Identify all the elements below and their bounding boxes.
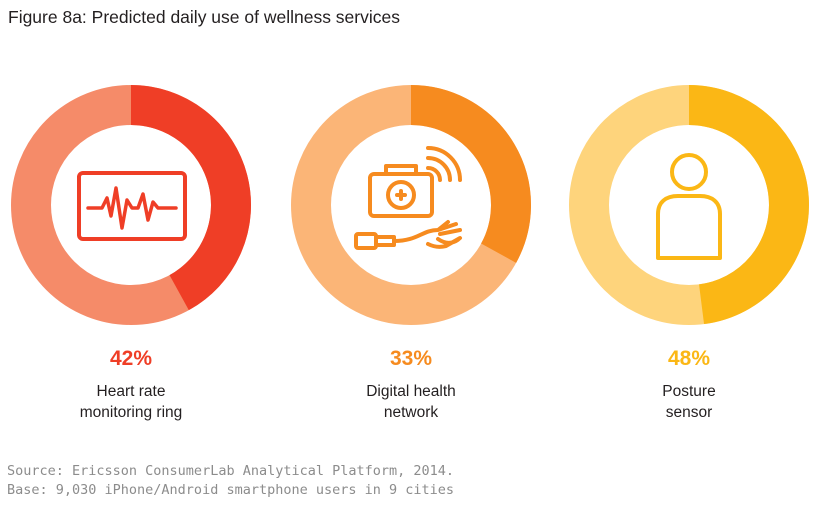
value-label-1: 42% <box>109 347 153 370</box>
source-note: Source: Ericsson ConsumerLab Analytical … <box>7 463 455 479</box>
donut-chart-1 <box>11 85 251 325</box>
category-label-3: Posture sensor <box>662 383 716 421</box>
donut-chart-2 <box>291 85 531 325</box>
value-label-3: 48% <box>667 347 711 370</box>
heart-monitor-icon <box>77 171 187 241</box>
chart-panel-heart-rate: 42% Heart rate monitoring ring <box>6 80 256 430</box>
category-label-1: Heart rate monitoring ring <box>79 383 183 421</box>
chart-panel-digital-health: 33% Digital health network <box>286 80 536 430</box>
donut-slice <box>410 85 531 263</box>
person-icon <box>656 153 722 260</box>
donut-slice <box>130 85 251 311</box>
donut-slice <box>688 85 809 325</box>
donut-chart-3 <box>569 85 809 325</box>
chart-title: Figure 8a: Predicted daily use of wellne… <box>8 7 400 27</box>
category-label-2: Digital health network <box>366 383 456 421</box>
footnote: Source: Ericsson ConsumerLab Analytical … <box>7 462 454 500</box>
base-note: Base: 9,030 iPhone/Android smartphone us… <box>7 482 455 498</box>
value-label-2: 33% <box>389 347 433 370</box>
medical-kit-icon <box>354 146 462 250</box>
chart-panel-posture: 48% Posture sensor <box>564 80 814 430</box>
